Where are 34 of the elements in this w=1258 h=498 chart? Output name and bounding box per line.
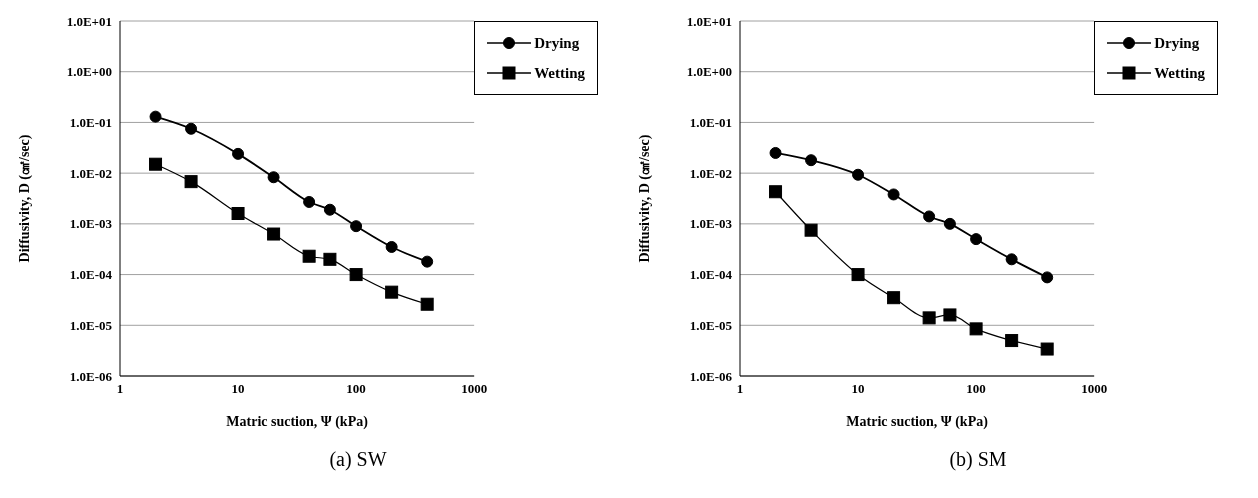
x-tick-label: 100 bbox=[966, 381, 986, 397]
x-axis-title: Matric suction, Ψ (kPa) bbox=[226, 414, 369, 430]
y-axis-title: Diffusivity, D (㎠/sec) bbox=[16, 134, 33, 263]
x-tick-label: 1000 bbox=[461, 381, 488, 397]
y-tick-label: 1.0E-06 bbox=[689, 368, 733, 384]
text: (b) SM bbox=[948, 448, 1008, 471]
y-tick-label: 1.0E-05 bbox=[69, 317, 113, 333]
y-tick-label: 1.0E-02 bbox=[689, 165, 732, 181]
y-tick-label: 1.0E+00 bbox=[66, 64, 112, 80]
y-tick-label: 1.0E+00 bbox=[686, 64, 732, 80]
legend-label: Drying bbox=[534, 34, 580, 52]
legend-label: Wetting bbox=[534, 64, 585, 82]
y-tick-label: 1.0E-03 bbox=[69, 216, 113, 232]
y-tick-label: 1.0E-01 bbox=[69, 115, 112, 131]
y-tick-label: 1.0E-05 bbox=[689, 317, 733, 333]
y-tick-label: 1.0E-04 bbox=[69, 267, 113, 283]
legend-label: Wetting bbox=[1154, 64, 1205, 82]
y-tick-label: 1.0E-01 bbox=[689, 115, 732, 131]
y-tick-label: 1.0E-06 bbox=[69, 368, 113, 384]
legend-label: Drying bbox=[1154, 34, 1200, 52]
x-tick-label: 10 bbox=[231, 381, 245, 397]
y-tick-label: 1.0E-03 bbox=[689, 216, 733, 232]
x-tick-label: 1 bbox=[736, 381, 744, 397]
y-tick-label: 1.0E+01 bbox=[686, 13, 732, 29]
x-tick-label: 100 bbox=[346, 381, 366, 397]
text: (a) SW bbox=[328, 448, 388, 471]
x-tick-label: 10 bbox=[851, 381, 865, 397]
y-tick-label: 1.0E+01 bbox=[66, 13, 112, 29]
x-axis-title: Matric suction, Ψ (kPa) bbox=[846, 414, 989, 430]
y-axis-title: Diffusivity, D (㎠/sec) bbox=[636, 134, 653, 263]
x-tick-label: 1000 bbox=[1081, 381, 1108, 397]
y-tick-label: 1.0E-04 bbox=[689, 267, 733, 283]
y-tick-label: 1.0E-02 bbox=[69, 165, 112, 181]
x-tick-label: 1 bbox=[116, 381, 124, 397]
